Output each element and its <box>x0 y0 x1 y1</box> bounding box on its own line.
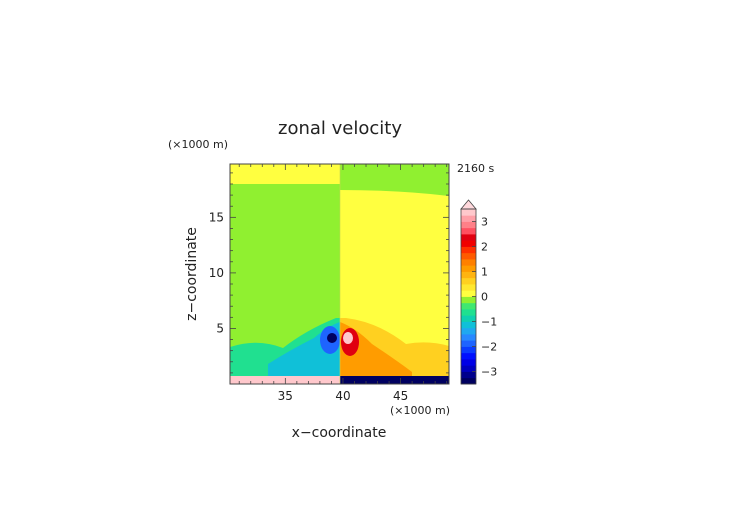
colorbar-band <box>461 252 476 260</box>
x-unit-label: (×1000 m) <box>390 404 450 417</box>
colorbar-band <box>461 215 476 222</box>
x-tick-label: 35 <box>278 389 293 403</box>
colorbar-band <box>461 327 476 335</box>
time-label: 2160 s <box>457 162 494 175</box>
field-right-core <box>343 332 353 344</box>
colorbar-tick-label: −2 <box>481 341 497 354</box>
colorbar-band <box>461 296 476 304</box>
colorbar-tick-label: −3 <box>481 366 497 379</box>
colorbar-band <box>461 227 476 235</box>
colorbar-band <box>461 277 476 285</box>
y-axis-ticks: 5 10 15 <box>209 172 449 374</box>
y-tick-label: 10 <box>209 266 224 280</box>
colorbar-tick-label: 3 <box>481 216 488 229</box>
colorbar-band <box>461 352 476 360</box>
colorbar-band <box>461 365 476 372</box>
colorbar-band <box>461 259 476 266</box>
colorbar-extend-arrow <box>460 199 477 210</box>
colorbar-band <box>461 346 476 354</box>
colorbar-band <box>461 209 476 216</box>
field-top-right-band <box>340 164 449 196</box>
colorbar-band <box>461 265 476 272</box>
colorbar-band <box>461 309 476 316</box>
colorbar-band <box>461 334 476 341</box>
field-top-left-band <box>230 164 340 184</box>
colorbar-tick-label: 2 <box>481 241 488 254</box>
colorbar-band <box>461 315 476 322</box>
field-surface-negative <box>340 376 449 384</box>
colorbar-band <box>461 240 476 247</box>
y-unit-label: (×1000 m) <box>168 138 228 151</box>
y-tick-label: 5 <box>216 321 224 335</box>
colorbar-tick-label: 0 <box>481 291 488 304</box>
y-tick-label: 15 <box>209 210 224 224</box>
colorbar-tick-label: −1 <box>481 316 497 329</box>
colorbar-band <box>461 302 476 310</box>
colorbar-band <box>461 246 476 254</box>
chart-title: zonal velocity <box>278 118 402 139</box>
colorbar-band <box>461 284 476 291</box>
colorbar-band <box>461 377 476 385</box>
plot-area <box>230 164 449 384</box>
colorbar-band <box>461 359 476 366</box>
colorbar-band <box>461 221 476 229</box>
colorbar-band <box>461 290 476 297</box>
x-axis-label: x−coordinate <box>292 425 387 441</box>
colorbar-band <box>461 321 476 329</box>
field-left-core <box>327 333 337 343</box>
plot-frame <box>229 163 450 385</box>
colorbar-band <box>461 234 476 241</box>
colorbar-tick-label: 1 <box>481 266 488 279</box>
colorbar-band <box>461 371 476 379</box>
x-tick-label: 40 <box>335 389 350 403</box>
y-axis-label: z−coordinate <box>184 227 200 321</box>
x-tick-label: 45 <box>393 389 408 403</box>
colorbar-band <box>461 340 476 347</box>
colorbar-band <box>461 271 476 279</box>
colorbar: −3 −2 −1 0 1 2 3 <box>460 199 497 385</box>
x-axis-ticks: 35 40 45 <box>238 164 448 403</box>
